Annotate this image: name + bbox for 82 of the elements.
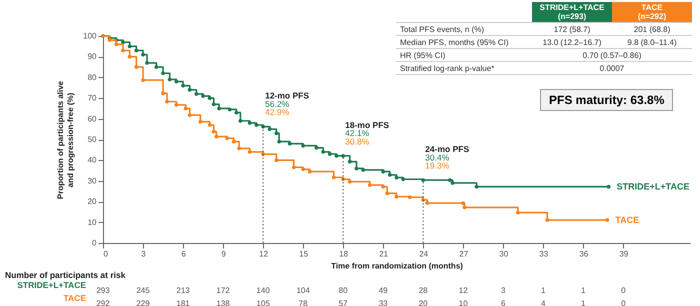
x-tick-label: 3 — [141, 250, 146, 258]
x-tick-label: 39 — [619, 250, 629, 258]
text: 245 — [136, 286, 150, 295]
text: 28 — [418, 286, 428, 295]
y-tick-label: 60 — [88, 114, 98, 124]
text: 1 — [541, 286, 546, 295]
text: 78 — [298, 299, 308, 306]
y-tick-label: 30 — [88, 176, 98, 186]
text: 292 — [96, 299, 110, 306]
x-tick-label: 0 — [104, 250, 108, 258]
y-tick-label: 20 — [88, 197, 98, 206]
y-tick-label: 90 — [88, 52, 98, 62]
annotation: 0.0007 — [532, 62, 692, 74]
series-label: TACE — [615, 215, 640, 226]
text: Number of participants at risk — [5, 270, 126, 280]
text: 181 — [176, 299, 190, 306]
annotation: 30.4% — [425, 152, 450, 162]
x-tick-label: 21 — [379, 250, 389, 258]
text: STRIDE+L+TACE (n=293) — [532, 2, 612, 22]
annotation: PFS maturity: 63.8% — [540, 89, 674, 111]
text: 229 — [136, 299, 150, 306]
x-tick-label: 27 — [459, 250, 469, 258]
text: 0 — [621, 299, 626, 306]
text: 80 — [338, 286, 348, 295]
text: 33 — [378, 299, 388, 306]
y-tick-label: 50 — [88, 135, 98, 144]
text: 3 — [501, 286, 506, 295]
text: 104 — [296, 286, 310, 295]
annotation: Median PFS, months (95% CI) — [396, 36, 532, 48]
text: TACE — [63, 293, 86, 303]
annotation: 19.3% — [425, 160, 450, 171]
text: 105 — [256, 299, 270, 306]
text: 293 — [96, 286, 110, 295]
x-tick-label: 9 — [221, 250, 226, 258]
annotation: 0.70 (0.57–0.86) — [532, 48, 692, 62]
text: 10 — [458, 299, 468, 306]
y-tick-label: 70 — [88, 94, 98, 103]
text: TACE (n=292) — [612, 2, 692, 22]
y-tick-label: 10 — [88, 218, 98, 227]
text: 0 — [621, 286, 626, 295]
y-tick-label: 40 — [88, 156, 98, 165]
annotation: 56.2% — [265, 98, 290, 109]
y-tick-label: 100 — [83, 32, 98, 40]
x-tick-label: 33 — [539, 250, 549, 258]
annotation: 24-mo PFS — [425, 144, 470, 154]
text: Total PFS events, n (%) — [396, 22, 532, 36]
x-tick-label: 24 — [419, 250, 429, 258]
annotation: 13.0 (12.2–16.7) — [532, 36, 612, 48]
x-axis-title: Time from randomization (months) — [331, 262, 464, 270]
text: 49 — [378, 286, 388, 295]
x-tick-label: 12 — [259, 250, 269, 258]
y-axis-title: Proportion of participants alive and progression-free (%) — [56, 80, 76, 200]
annotation: 9.8 (8.0–11.4) — [612, 36, 692, 48]
annotation: HR (95% CI) — [396, 48, 532, 62]
annotation: 12-mo PFS — [265, 90, 310, 101]
x-tick-label: 6 — [181, 250, 186, 258]
text: 1 — [581, 299, 586, 306]
x-tick-label: 15 — [299, 250, 309, 258]
text: 6 — [501, 299, 506, 306]
text: 1 — [581, 286, 586, 295]
series-label: STRIDE+L+TACE — [616, 182, 690, 192]
text: 20 — [418, 299, 428, 306]
annotation: Stratified log-rank p-value* — [396, 62, 532, 74]
y-tick-label: 80 — [88, 72, 98, 82]
text: 172 — [216, 286, 230, 295]
text: 201 (68.8) — [612, 22, 692, 36]
text: 172 (58.7) — [532, 22, 612, 36]
annotation: 30.8% — [345, 136, 370, 146]
text: 57 — [338, 299, 348, 306]
y-tick-label: 0 — [92, 238, 98, 248]
text: 12 — [458, 286, 468, 295]
annotation: 18-mo PFS — [345, 120, 390, 130]
annotation: 42.9% — [265, 107, 290, 118]
text: 138 — [216, 299, 230, 306]
text: 140 — [256, 286, 270, 295]
annotation: 42.1% — [345, 128, 370, 138]
x-tick-label: 36 — [579, 250, 589, 258]
x-tick-label: 30 — [499, 250, 509, 258]
text: 213 — [176, 286, 190, 295]
text: STRIDE+L+TACE — [17, 280, 86, 290]
x-tick-label: 18 — [339, 250, 349, 258]
text: 4 — [541, 299, 546, 306]
